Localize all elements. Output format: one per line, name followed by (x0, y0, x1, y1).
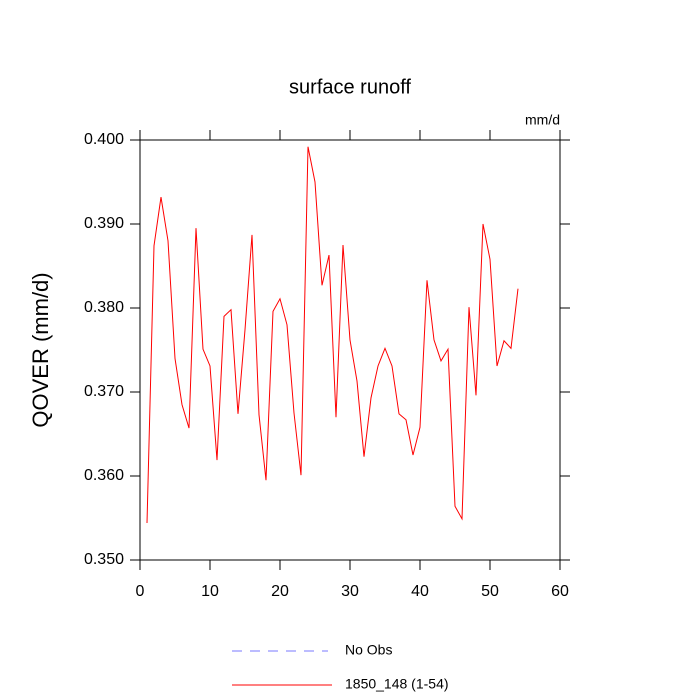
x-tick-label: 20 (271, 583, 289, 600)
legend-label: No Obs (345, 642, 392, 658)
y-tick-label: 0.380 (84, 299, 124, 316)
y-tick-label: 0.350 (84, 551, 124, 568)
y-axis-label: QOVER (mm/d) (28, 272, 53, 427)
x-tick-label: 60 (551, 583, 569, 600)
legend-label: 1850_148 (1-54) (345, 676, 449, 692)
x-tick-label: 40 (411, 583, 429, 600)
y-tick-label: 0.390 (84, 215, 124, 232)
x-tick-label: 10 (201, 583, 219, 600)
y-tick-label: 0.370 (84, 383, 124, 400)
units-label: mm/d (525, 112, 560, 128)
chart-title: surface runoff (289, 76, 411, 98)
y-tick-label: 0.360 (84, 467, 124, 484)
data-line (146, 146, 519, 524)
x-tick-label: 50 (481, 583, 499, 600)
x-tick-label: 0 (136, 583, 145, 600)
x-tick-label: 30 (341, 583, 359, 600)
y-tick-label: 0.400 (84, 131, 124, 148)
